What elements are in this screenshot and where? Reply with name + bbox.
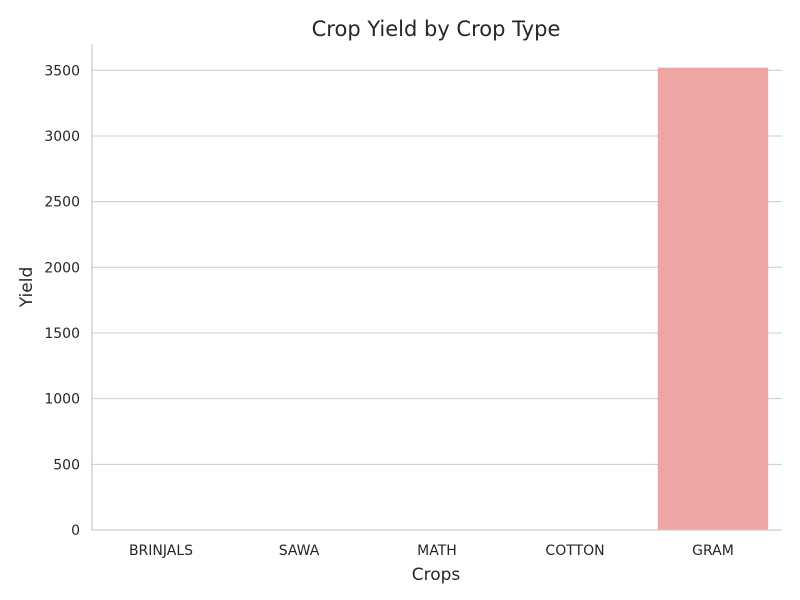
x-tick-label: GRAM: [692, 543, 734, 559]
bar-gram: [657, 67, 769, 530]
y-tick-label: 0: [71, 523, 80, 539]
y-tick-label: 1000: [44, 392, 80, 408]
y-tick-labels: 0 500 1000 1500 2000 2500 3000 3500: [44, 63, 80, 539]
x-axis-title: Crops: [412, 565, 461, 585]
x-tick-label: BRINJALS: [129, 543, 193, 559]
x-tick-label: SAWA: [279, 543, 320, 559]
x-tick-label: COTTON: [545, 543, 604, 559]
bars: [657, 67, 769, 530]
y-tick-label: 500: [53, 457, 80, 473]
y-tick-label: 3500: [44, 63, 80, 79]
axes: [91, 44, 782, 531]
x-tick-labels: BRINJALS SAWA MATH COTTON GRAM: [129, 543, 734, 559]
x-tick-label: MATH: [417, 543, 457, 559]
grid-lines: [92, 69, 782, 531]
y-axis-title: Yield: [17, 267, 37, 308]
y-tick-label: 3000: [44, 129, 80, 145]
chart-title: Crop Yield by Crop Type: [312, 17, 561, 41]
y-tick-label: 1500: [44, 326, 80, 342]
y-tick-label: 2500: [44, 195, 80, 211]
y-tick-label: 2000: [44, 260, 80, 276]
